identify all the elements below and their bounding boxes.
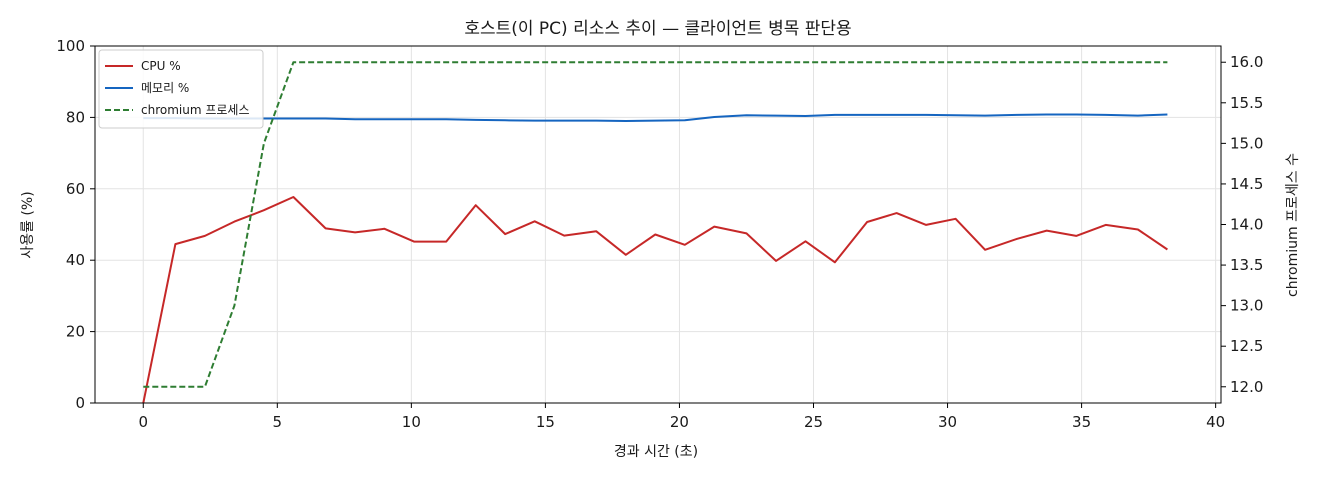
ticks: 0 5 10 15 20 25 30 35 40 0 20 40 60 80 100 12.0 12.5 13.0… (56, 37, 1263, 431)
x-axis-label: 경과 시간 (초) (614, 444, 698, 460)
plot-frame (94, 45, 1222, 404)
y2-axis-label: chromium 프로세스 수 (1285, 153, 1301, 297)
legend-box (98, 49, 264, 129)
legend: CPU % 메모리 % chromium 프로세스 (98, 49, 264, 129)
x-tick-label: 30 (938, 413, 957, 431)
y2-tick-label: 13.5 (1230, 256, 1263, 274)
y2-tick-label: 15.0 (1230, 134, 1263, 152)
series-layer (142, 61, 1168, 404)
x-tick-label: 35 (1072, 413, 1091, 431)
y-tick-label: 80 (66, 108, 85, 126)
chart-title: 호스트(이 PC) 리소스 추이 — 클라이언트 병목 판단용 (464, 19, 851, 39)
y-tick-label: 100 (56, 37, 85, 55)
grid (95, 45, 1221, 404)
y2-tick-label: 14.0 (1230, 216, 1263, 234)
y2-tick-label: 15.5 (1230, 94, 1263, 112)
legend-label-3: chromium 프로세스 (141, 103, 250, 117)
y-tick-label: 0 (75, 394, 85, 412)
y-tick-label: 20 (66, 323, 85, 341)
legend-label-1: CPU % (141, 59, 181, 73)
x-tick-label: 15 (536, 413, 555, 431)
x-tick-label: 10 (402, 413, 421, 431)
y2-tick-label: 12.5 (1230, 337, 1263, 355)
legend-label-2: 메모리 % (141, 81, 189, 95)
y2-tick-label: 13.0 (1230, 297, 1263, 315)
x-tick-label: 40 (1206, 413, 1225, 431)
y-tick-label: 60 (66, 180, 85, 198)
x-tick-label: 5 (273, 413, 283, 431)
y-axis-label: 사용률 (%) (20, 191, 36, 258)
x-tick-label: 20 (670, 413, 689, 431)
x-tick-label: 25 (804, 413, 823, 431)
series-line-2 (143, 113, 1168, 122)
y2-tick-label: 12.0 (1230, 378, 1263, 396)
y2-tick-label: 16.0 (1230, 53, 1263, 71)
y2-tick-label: 14.5 (1230, 175, 1263, 193)
series-line-3 (143, 61, 1168, 388)
x-tick-label: 0 (138, 413, 148, 431)
series-line-1 (142, 196, 1168, 404)
y-tick-label: 40 (66, 251, 85, 269)
